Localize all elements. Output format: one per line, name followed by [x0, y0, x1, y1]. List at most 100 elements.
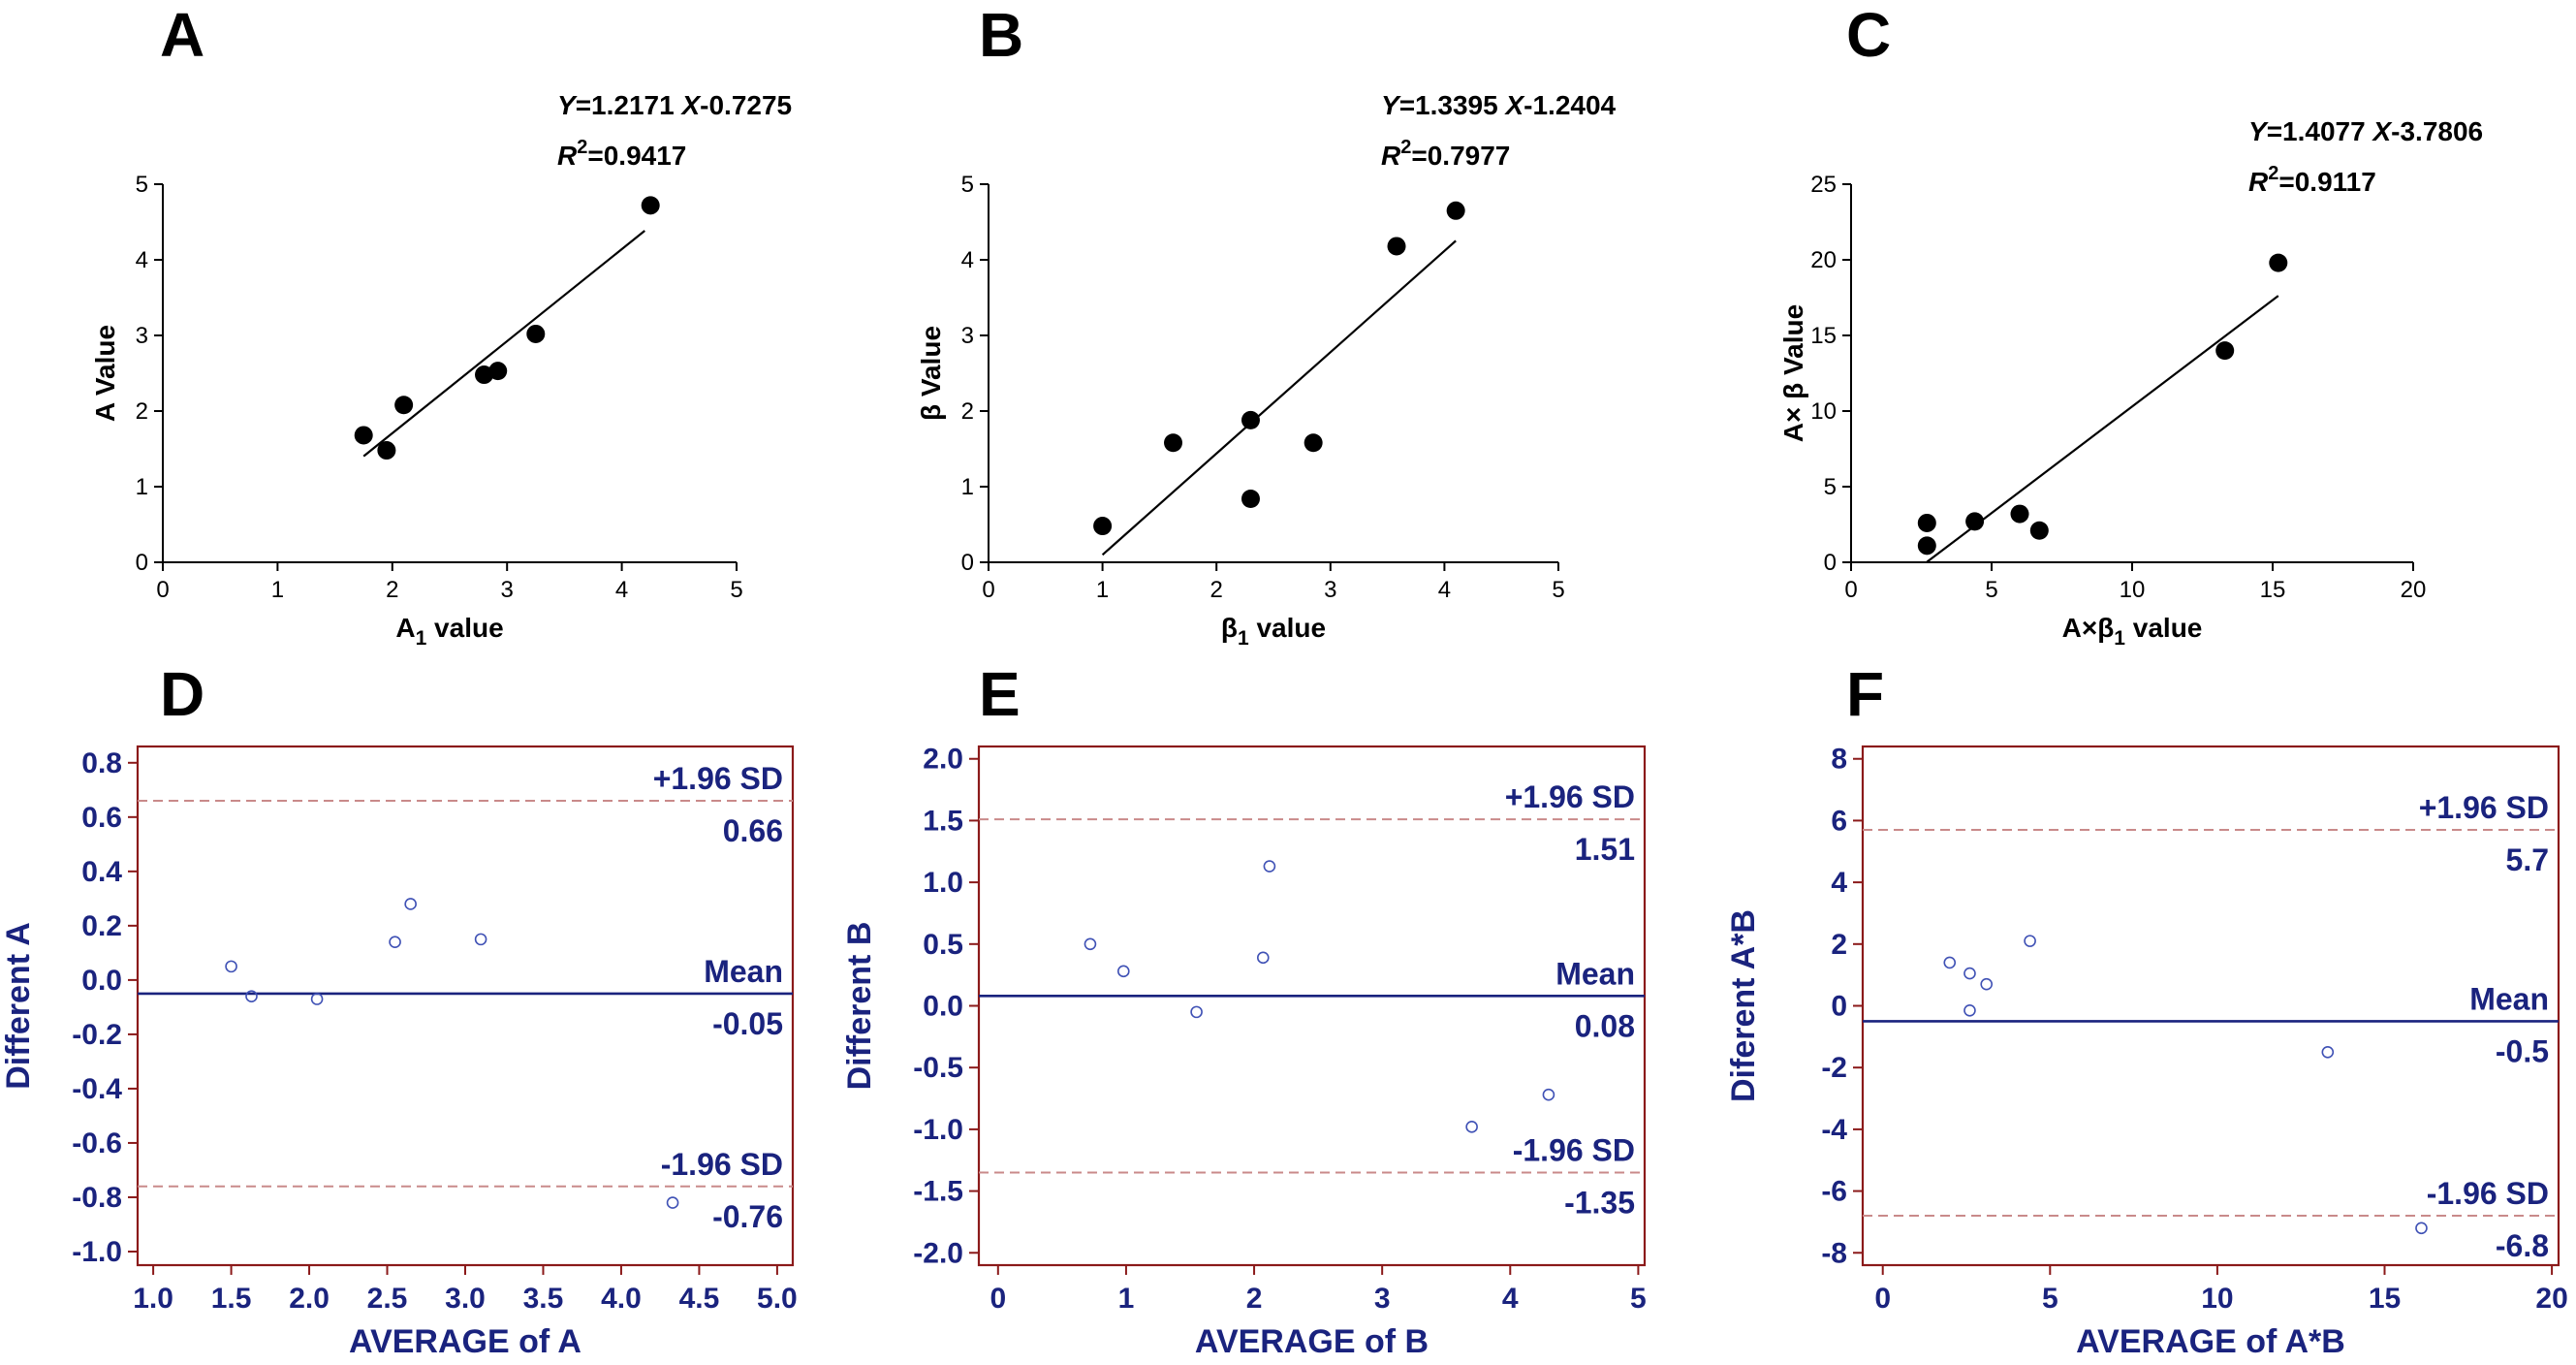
data-point: [1116, 965, 1130, 978]
x-tick-label: 5: [1985, 577, 1997, 603]
y-tick-label: 1: [961, 474, 974, 500]
lower-limit-value: -0.76: [712, 1199, 783, 1234]
x-tick-label: 4: [1502, 1283, 1519, 1315]
x-axis-title: AVERAGE of B: [1195, 1323, 1429, 1360]
x-axis-title: AVERAGE of A: [349, 1323, 581, 1360]
panel-b: B 0 1 2 3 4 5 0 1 2 3 4 5 β1 value β Value Y=1.3395 X-1…: [916, 0, 1617, 650]
y-tick-label: 0.8: [81, 747, 122, 779]
panel-d: D 1.0 1.5 2.0 2.5 3.0 3.5 4.0 4.5 5.0 -1.0 -0.8 -0.6…: [0, 659, 798, 1360]
r-squared-label: R2=0.7977: [1381, 137, 1510, 171]
x-axis-title: AVERAGE of A*B: [2076, 1323, 2345, 1360]
y-tick-label: -6: [1821, 1176, 1847, 1208]
y-tick-label: 2: [961, 398, 974, 425]
regression-equation: Y=1.4077 X-3.7806: [2248, 116, 2483, 146]
x-tick-label: 1: [1096, 577, 1109, 603]
data-point: [1917, 536, 1936, 556]
x-tick-label: 15: [2260, 577, 2286, 603]
y-tick-label: 5: [961, 172, 974, 198]
upper-limit-label: +1.96 SD: [653, 761, 783, 796]
r-squared-label: R2=0.9117: [2248, 163, 2376, 197]
y-tick-label: 8: [1831, 744, 1847, 776]
x-tick-label: 20: [2401, 577, 2427, 603]
x-axis-title: A1 value: [395, 613, 503, 650]
mean-label: Mean: [1555, 956, 1635, 991]
x-tick-label: 5: [2042, 1283, 2058, 1315]
upper-limit-label: +1.96 SD: [2419, 790, 2549, 825]
x-tick-label: 15: [2369, 1283, 2401, 1315]
panel-e: E 0 1 2 3 4 5 -2.0 -1.5 -1.0 -0.5 0.0 0.5 1.0 1.5 2.0 AV…: [841, 659, 1647, 1360]
y-tick-label: 0.0: [81, 965, 122, 997]
y-tick-label: -1.0: [913, 1114, 963, 1146]
data-point: [1965, 512, 1985, 531]
x-tick-label: 10: [2201, 1283, 2233, 1315]
panel-f: F 0 5 10 15 20 -8 -6 -4 -2 0 2 4 6 8 AVERAGE of A*B Dife…: [1725, 659, 2568, 1360]
regression-equation: Y=1.3395 X-1.2404: [1381, 90, 1617, 120]
y-tick-label: 0.6: [81, 802, 122, 834]
data-point: [666, 1196, 679, 1209]
regression-line: [362, 230, 645, 458]
lower-limit-label: -1.96 SD: [1513, 1132, 1635, 1167]
data-point: [1241, 489, 1260, 508]
y-tick-label: 15: [1810, 323, 1837, 349]
y-tick-label: -0.2: [72, 1019, 122, 1051]
lower-limit-value: -1.35: [1564, 1185, 1635, 1220]
y-tick-label: 4: [961, 247, 974, 273]
y-axis-title: β Value: [916, 326, 946, 421]
x-tick-label: 3: [501, 577, 514, 603]
x-tick-label: 3.5: [523, 1283, 564, 1315]
data-point: [1084, 937, 1097, 951]
y-tick-label: -0.6: [72, 1127, 122, 1159]
x-tick-label: 0: [156, 577, 169, 603]
data-point: [2024, 935, 2036, 947]
upper-limit-value: 1.51: [1575, 832, 1635, 867]
panel-label-c: C: [1846, 0, 1891, 70]
y-tick-label: 3: [136, 323, 148, 349]
panel-a: A 0 1 2 3 4 5 0 1 2 3 4 5 A1 value A Value Y=1.2171 X-0…: [90, 0, 792, 650]
data-point: [245, 990, 258, 1002]
data-point: [2029, 521, 2049, 540]
y-tick-label: -0.4: [72, 1073, 122, 1105]
y-tick-label: 1.0: [923, 867, 963, 899]
data-point: [1542, 1088, 1555, 1101]
x-tick-label: 2: [1246, 1283, 1263, 1315]
y-tick-label: -8: [1821, 1237, 1847, 1269]
y-tick-label: 0.0: [923, 991, 963, 1023]
x-tick-label: 4: [615, 577, 628, 603]
data-point: [1963, 967, 1976, 980]
data-point: [310, 993, 324, 1005]
y-tick-label: 2: [1831, 929, 1847, 961]
x-tick-label: 1: [271, 577, 284, 603]
x-tick-label: 3.0: [445, 1283, 486, 1315]
data-point: [641, 196, 660, 215]
lower-limit-label: -1.96 SD: [2427, 1176, 2549, 1211]
x-tick-label: 2: [386, 577, 398, 603]
y-tick-label: 4: [136, 247, 148, 273]
x-tick-label: 1.0: [133, 1283, 173, 1315]
y-tick-label: 0: [1824, 550, 1837, 576]
data-point: [394, 396, 414, 415]
mean-value: -0.05: [712, 1006, 783, 1041]
panel-label-a: A: [160, 0, 204, 70]
data-point: [404, 898, 417, 910]
upper-limit-label: +1.96 SD: [1505, 779, 1635, 814]
data-point: [377, 441, 396, 460]
r-squared-label: R2=0.9417: [557, 137, 686, 171]
data-point: [1465, 1121, 1478, 1133]
x-tick-label: 3: [1324, 577, 1336, 603]
data-point: [1263, 860, 1276, 873]
data-point: [1980, 977, 1994, 991]
panel-label-f: F: [1846, 659, 1884, 729]
data-point: [1256, 951, 1270, 965]
panel-label-b: B: [979, 0, 1023, 70]
data-point: [2010, 504, 2029, 524]
y-tick-label: 25: [1810, 172, 1837, 198]
y-tick-label: 0: [1831, 991, 1847, 1023]
data-point: [1943, 956, 1957, 969]
x-tick-label: 5: [730, 577, 742, 603]
regression-line: [1926, 295, 2279, 563]
data-point: [1304, 433, 1323, 453]
data-point: [1387, 237, 1406, 256]
y-tick-label: 10: [1810, 398, 1837, 425]
x-tick-label: 3: [1374, 1283, 1391, 1315]
y-tick-label: 1: [136, 474, 148, 500]
